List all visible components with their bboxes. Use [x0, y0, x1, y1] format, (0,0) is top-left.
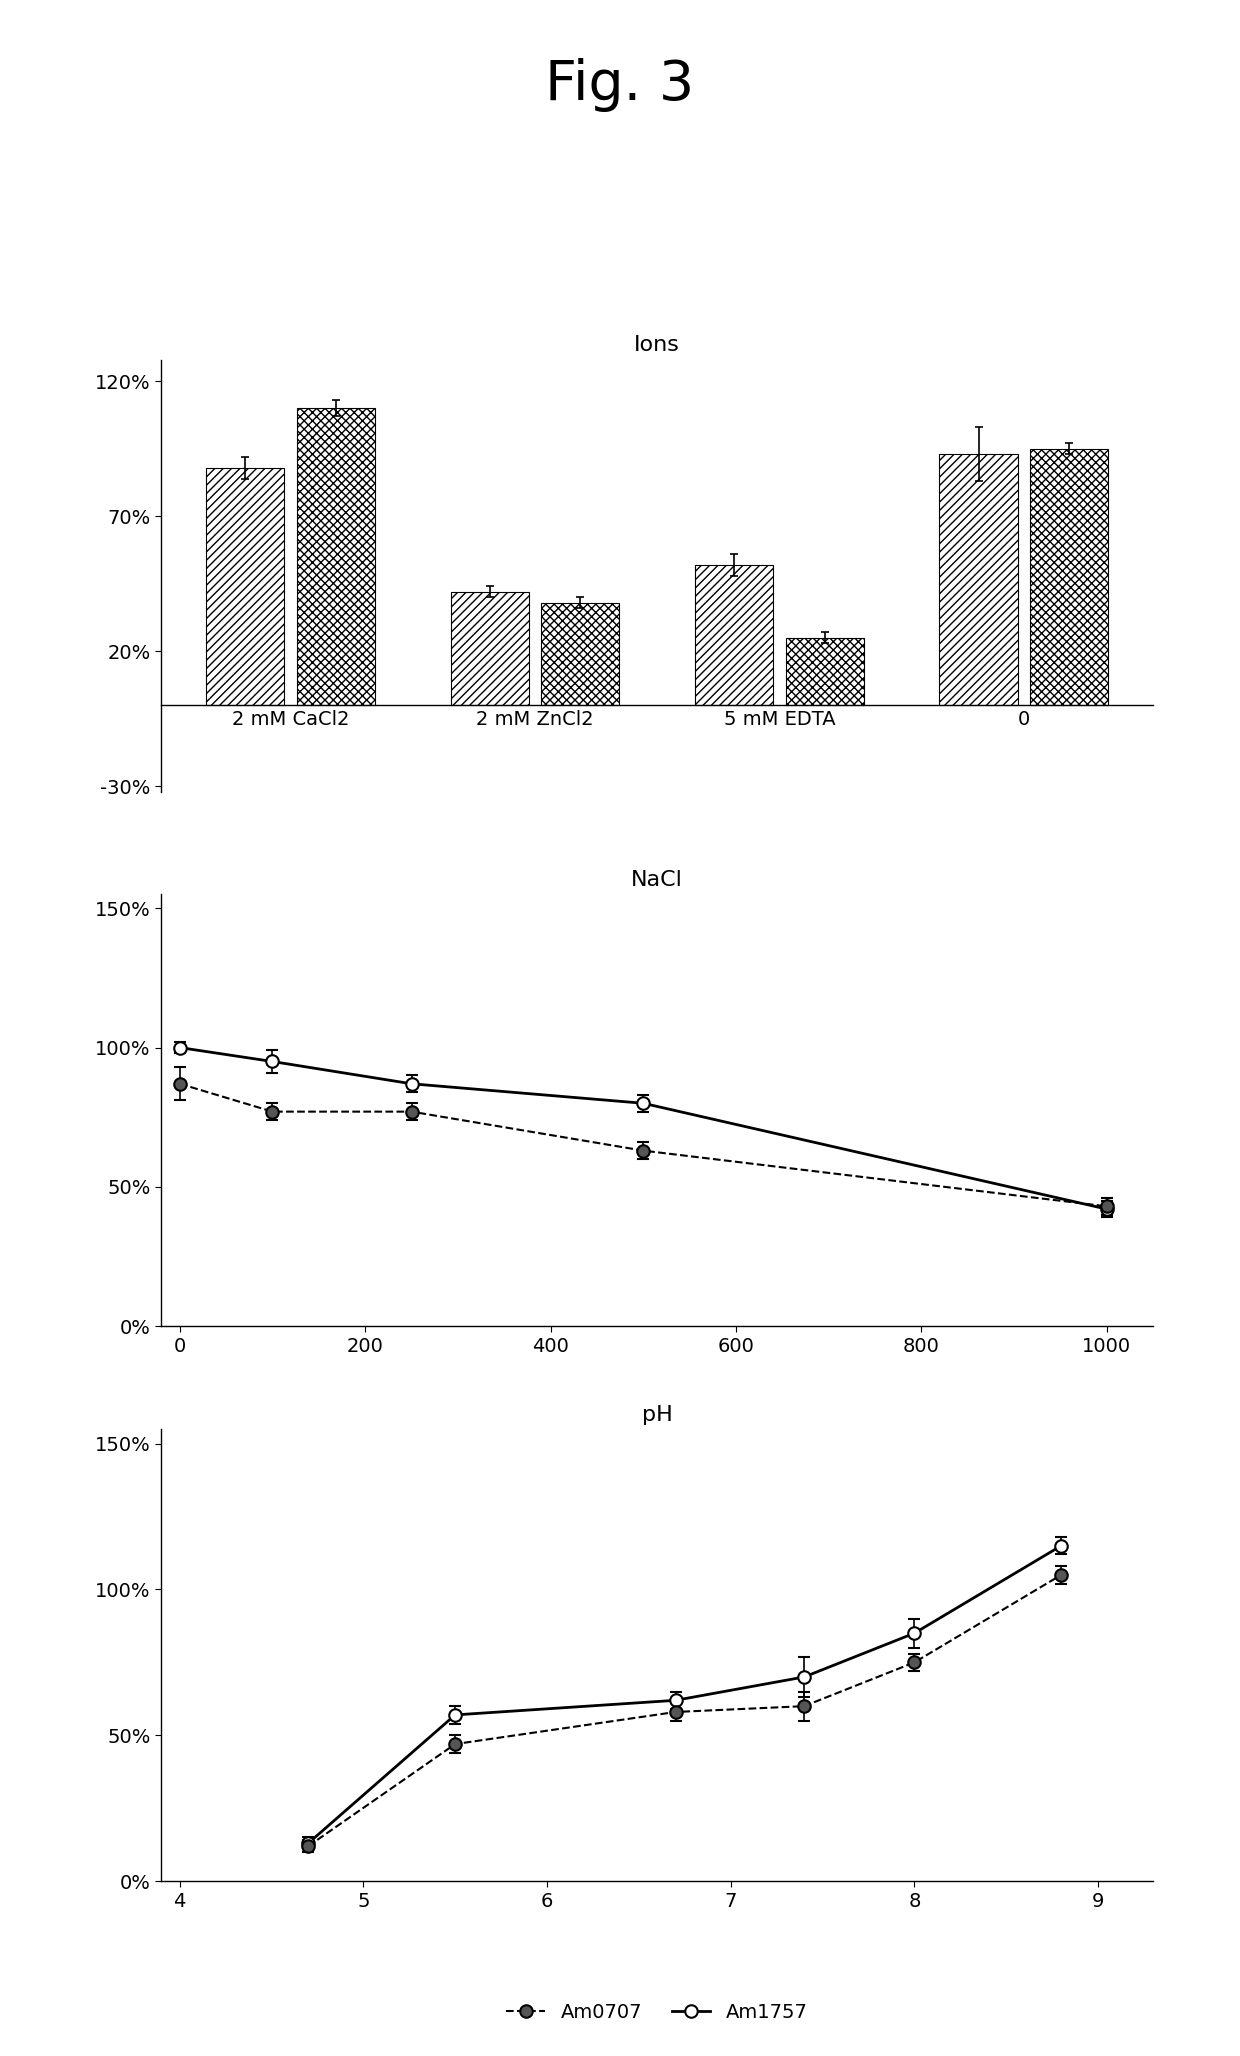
Title: NaCl: NaCl: [631, 870, 683, 890]
Text: Fig. 3: Fig. 3: [546, 58, 694, 111]
Bar: [541, 602, 619, 705]
Legend: Am0707, Am1757: Am0707, Am1757: [498, 1994, 816, 2029]
Title: Ions: Ions: [635, 335, 680, 356]
Legend: Am0707, Am1757: Am0707, Am1757: [498, 1464, 816, 1497]
Bar: [696, 565, 774, 705]
Bar: [785, 637, 864, 705]
Title: pH: pH: [642, 1404, 672, 1425]
Bar: [206, 469, 284, 705]
Bar: [1030, 448, 1109, 705]
Bar: [296, 409, 374, 705]
Bar: [450, 592, 529, 705]
Bar: [940, 454, 1018, 705]
Legend: Am0707, Am1757: Am0707, Am1757: [495, 952, 820, 989]
